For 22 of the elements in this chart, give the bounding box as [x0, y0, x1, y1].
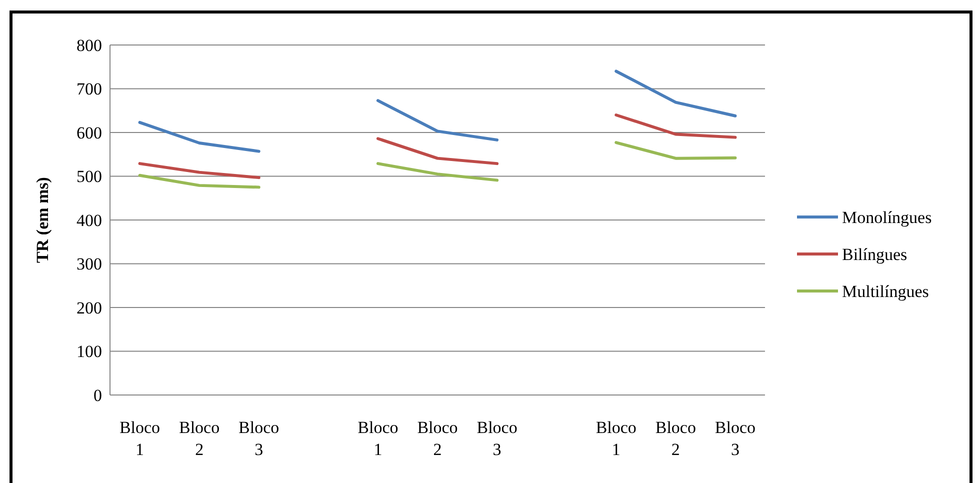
y-tick-label: 200 — [76, 298, 102, 318]
x-tick-label: Bloco 3 — [476, 418, 518, 459]
y-tick-label: 400 — [76, 210, 102, 230]
x-tick-label: Bloco 2 — [179, 418, 220, 459]
legend-label: Multilíngues — [842, 282, 929, 301]
y-axis-title: TR (em ms) — [33, 177, 52, 263]
x-tick-label: Bloco 1 — [596, 418, 636, 459]
y-tick-label: 600 — [76, 123, 102, 142]
x-tick-label: Bloco 2 — [417, 418, 458, 459]
legend-label: Monolíngues — [842, 208, 932, 227]
y-tick-label: 300 — [76, 254, 102, 274]
y-tick-label: 500 — [76, 167, 102, 186]
x-tick-label: Bloco 3 — [238, 418, 280, 459]
x-tick-label: Bloco 2 — [655, 418, 696, 459]
y-tick-label: 700 — [76, 80, 102, 99]
x-tick-label: Bloco 1 — [119, 418, 160, 459]
x-tick-label: Bloco 1 — [358, 418, 398, 459]
y-tick-label: 100 — [76, 342, 102, 362]
x-tick-label: Bloco 3 — [714, 418, 756, 459]
legend-label: Bilíngues — [842, 244, 908, 264]
y-tick-label: 0 — [94, 386, 102, 405]
y-tick-label: 800 — [76, 36, 102, 55]
